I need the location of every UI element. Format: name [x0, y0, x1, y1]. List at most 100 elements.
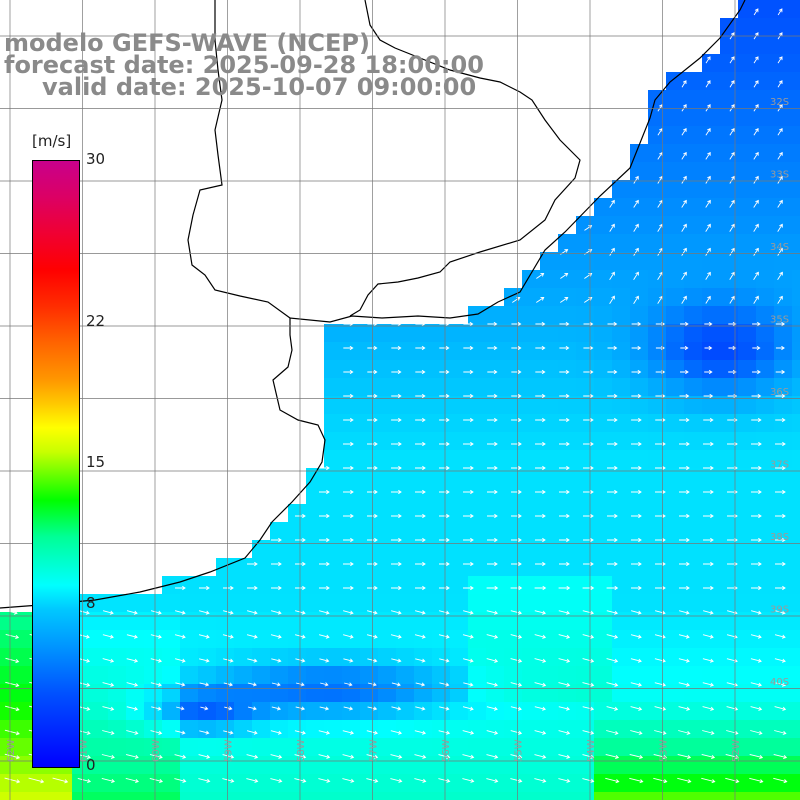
wind-speed-cell — [306, 756, 325, 775]
wind-arrow — [631, 465, 642, 471]
wind-speed-cell — [756, 324, 775, 343]
wind-arrow — [607, 561, 618, 567]
longitude-label: 59W — [224, 739, 235, 762]
wind-speed-cell — [756, 288, 775, 307]
wind-speed-cell — [774, 738, 793, 757]
wind-speed-cell — [792, 702, 800, 721]
wind-speed-cell — [360, 504, 379, 523]
wind-speed-cell — [414, 522, 433, 541]
wind-arrow — [705, 103, 711, 112]
wind-speed-cell — [486, 738, 505, 757]
wind-speed-cell — [486, 432, 505, 451]
wind-speed-cell — [630, 288, 649, 307]
wind-speed-cell — [522, 558, 541, 577]
wind-speed-cell — [450, 522, 469, 541]
wind-arrow — [5, 657, 20, 664]
wind-speed-cell — [540, 702, 559, 721]
wind-speed-cell — [414, 612, 433, 631]
wind-arrow — [415, 561, 426, 567]
wind-arrow — [630, 682, 643, 687]
wind-speed-cell — [432, 738, 451, 757]
wind-speed-cell — [630, 234, 649, 253]
wind-speed-cell — [468, 306, 487, 325]
wind-speed-cell — [756, 378, 775, 397]
wind-arrow — [367, 706, 378, 711]
wind-speed-cell — [792, 540, 800, 559]
wind-speed-cell — [648, 540, 667, 559]
wind-speed-cell — [630, 720, 649, 739]
longitude-label: 52W — [731, 739, 742, 762]
wind-speed-cell — [756, 0, 775, 19]
wind-speed-cell — [720, 792, 739, 800]
wind-speed-cell — [702, 180, 721, 199]
wind-arrow — [679, 513, 690, 519]
wind-speed-cell — [486, 486, 505, 505]
wind-speed-cell — [0, 720, 19, 739]
wind-speed-cell — [576, 702, 595, 721]
wind-arrow — [653, 753, 668, 760]
wind-arrow — [125, 777, 140, 784]
wind-speed-cell — [576, 360, 595, 379]
wind-speed-cell — [504, 738, 523, 757]
wind-speed-cell — [594, 378, 613, 397]
wind-arrow — [487, 417, 498, 423]
wind-speed-cell — [378, 414, 397, 433]
wind-speed-cell — [738, 342, 757, 361]
wind-arrow — [705, 151, 711, 160]
wind-arrow — [271, 537, 282, 543]
wind-speed-cell — [252, 594, 271, 613]
wind-speed-cell — [324, 378, 343, 397]
wind-speed-cell — [108, 774, 127, 793]
wind-arrow — [583, 441, 594, 447]
wind-speed-cell — [108, 756, 127, 775]
wind-speed-cell — [540, 576, 559, 595]
wind-speed-cell — [252, 684, 271, 703]
wind-arrow — [415, 465, 426, 471]
wind-arrow — [729, 128, 735, 136]
wind-speed-cell — [342, 738, 361, 757]
wind-speed-cell — [756, 450, 775, 469]
wind-arrow — [583, 465, 594, 471]
wind-speed-cell — [486, 774, 505, 793]
wind-speed-cell — [504, 666, 523, 685]
wind-speed-cell — [720, 486, 739, 505]
wind-speed-cell — [720, 666, 739, 685]
wind-speed-cell — [648, 396, 667, 415]
wind-arrow — [319, 489, 330, 495]
wind-speed-cell — [702, 270, 721, 289]
wind-speed-cell — [504, 522, 523, 541]
wind-speed-cell — [396, 432, 415, 451]
wind-speed-cell — [558, 738, 577, 757]
wind-speed-cell — [324, 540, 343, 559]
wind-speed-cell — [594, 540, 613, 559]
wind-speed-cell — [108, 666, 127, 685]
wind-speed-cell — [450, 360, 469, 379]
wind-speed-cell — [0, 738, 19, 757]
wind-speed-cell — [198, 684, 217, 703]
wind-speed-cell — [90, 792, 109, 800]
wind-speed-cell — [540, 666, 559, 685]
wind-speed-cell — [432, 756, 451, 775]
wind-arrow — [679, 561, 690, 567]
wind-speed-cell — [216, 558, 235, 577]
wind-speed-cell — [612, 378, 631, 397]
wind-speed-cell — [270, 756, 289, 775]
wind-speed-cell — [684, 522, 703, 541]
wind-speed-cell — [252, 540, 271, 559]
wind-speed-cell — [144, 648, 163, 667]
wind-speed-cell — [90, 738, 109, 757]
wind-speed-cell — [612, 270, 631, 289]
wind-arrow — [150, 658, 163, 663]
wind-speed-cell — [450, 720, 469, 739]
wind-arrow — [655, 441, 666, 447]
wind-arrow — [681, 199, 687, 208]
wind-arrow — [559, 489, 570, 495]
longitude-label: 62W — [6, 739, 17, 762]
wind-speed-cell — [648, 90, 667, 109]
wind-speed-cell — [594, 738, 613, 757]
wind-arrow — [174, 754, 187, 759]
wind-speed-cell — [252, 702, 271, 721]
wind-arrow — [342, 610, 354, 615]
wind-speed-cell — [360, 630, 379, 649]
